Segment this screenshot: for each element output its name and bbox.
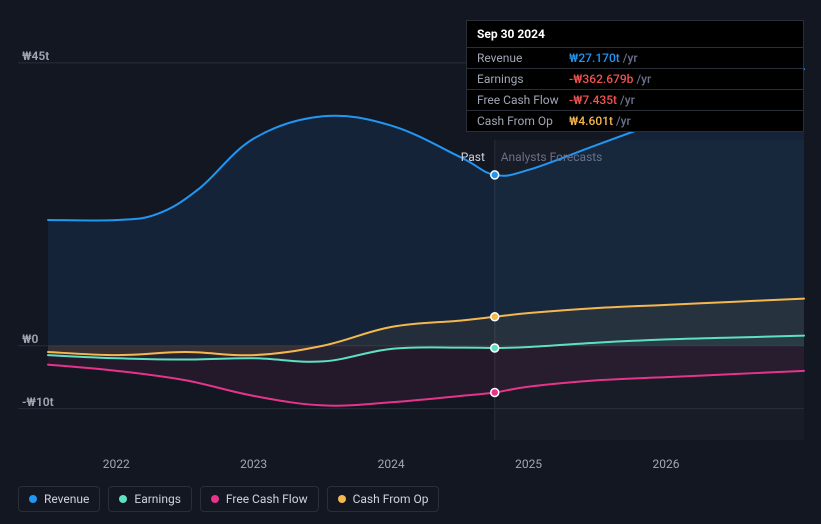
label-forecasts: Analysts Forecasts — [501, 150, 603, 164]
tooltip-row: Earnings-₩362.679b/yr — [467, 69, 803, 90]
x-tick-label: 2023 — [240, 457, 267, 471]
legend-label: Revenue — [44, 492, 89, 506]
label-past: Past — [461, 150, 485, 164]
tooltip-row: Revenue₩27.170t/yr — [467, 48, 803, 69]
x-tick-label: 2026 — [653, 457, 680, 471]
tooltip-header: Sep 30 2024 — [467, 21, 803, 48]
tooltip-row: Cash From Op₩4.601t/yr — [467, 111, 803, 131]
x-tick-label: 2025 — [515, 457, 542, 471]
legend-dot-icon — [338, 495, 346, 503]
chart-container: ₩45t ₩0 -₩10t 2022 2023 2024 2025 2026 Past An… — [0, 0, 821, 524]
x-tick-label: 2022 — [103, 457, 130, 471]
legend-dot-icon — [119, 495, 127, 503]
legend-item-cash_from_op[interactable]: Cash From Op — [327, 486, 440, 512]
tooltip-row-unit: /yr — [620, 93, 635, 107]
tooltip-row-label: Cash From Op — [477, 114, 569, 128]
tooltip-row-value: -₩7.435t/yr — [569, 93, 635, 107]
tooltip-row-label: Revenue — [477, 51, 569, 65]
tooltip-row-value: ₩27.170t/yr — [569, 51, 638, 65]
x-tick-label: 2024 — [378, 457, 405, 471]
tooltip-row: Free Cash Flow-₩7.435t/yr — [467, 90, 803, 111]
legend: Revenue Earnings Free Cash Flow Cash From O… — [18, 486, 439, 512]
legend-dot-icon — [29, 495, 37, 503]
tooltip-row-value: -₩362.679b/yr — [569, 72, 651, 86]
tooltip-row-unit: /yr — [623, 51, 638, 65]
legend-label: Free Cash Flow — [226, 492, 308, 506]
legend-item-free_cash_flow[interactable]: Free Cash Flow — [200, 486, 319, 512]
legend-label: Cash From Op — [353, 492, 429, 506]
legend-item-revenue[interactable]: Revenue — [18, 486, 100, 512]
tooltip: Sep 30 2024 Revenue₩27.170t/yrEarnings-₩… — [466, 20, 804, 132]
legend-label: Earnings — [134, 492, 181, 506]
tooltip-row-label: Earnings — [477, 72, 569, 86]
y-tick-label: ₩45t — [22, 49, 49, 63]
tooltip-row-unit: /yr — [616, 114, 631, 128]
legend-dot-icon — [211, 495, 219, 503]
y-tick-label: -₩10t — [22, 395, 54, 409]
tooltip-row-unit: /yr — [636, 72, 651, 86]
tooltip-row-value: ₩4.601t/yr — [569, 114, 631, 128]
y-tick-label: ₩0 — [22, 332, 38, 346]
legend-item-earnings[interactable]: Earnings — [108, 486, 192, 512]
tooltip-row-label: Free Cash Flow — [477, 93, 569, 107]
